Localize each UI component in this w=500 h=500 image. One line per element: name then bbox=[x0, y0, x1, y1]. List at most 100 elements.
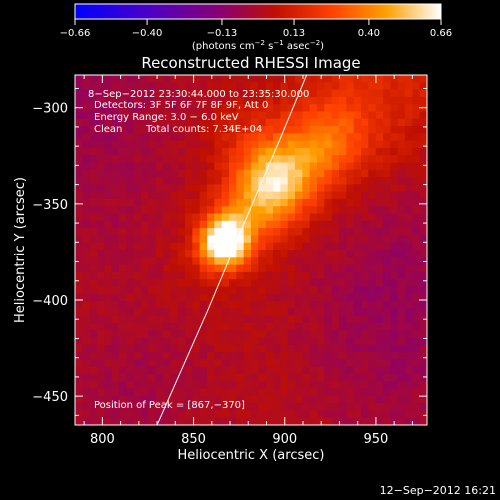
heatmap-cell bbox=[280, 191, 289, 200]
heatmap-cell bbox=[148, 373, 157, 382]
heatmap-cell bbox=[397, 242, 406, 251]
heatmap-cell bbox=[236, 279, 245, 288]
heatmap-cell bbox=[339, 169, 347, 178]
heatmap-cell bbox=[302, 162, 311, 171]
heatmap-cell bbox=[265, 155, 274, 164]
heatmap-cell bbox=[75, 206, 83, 215]
heatmap-cell bbox=[119, 417, 127, 425]
heatmap-cell bbox=[280, 228, 289, 237]
heatmap-cell bbox=[192, 366, 201, 375]
heatmap-cell bbox=[207, 213, 215, 222]
heatmap-cell bbox=[317, 155, 325, 164]
heatmap-cell bbox=[273, 89, 281, 98]
heatmap-cell bbox=[243, 111, 252, 120]
heatmap-cell bbox=[141, 228, 149, 237]
heatmap-cell bbox=[273, 126, 281, 134]
heatmap-cell bbox=[280, 322, 289, 331]
heatmap-cell bbox=[126, 395, 135, 404]
heatmap-cell bbox=[119, 279, 127, 288]
heatmap-cell bbox=[280, 206, 289, 215]
heatmap-cell bbox=[236, 111, 245, 120]
heatmap-cell bbox=[339, 264, 347, 273]
heatmap-cell bbox=[229, 162, 237, 171]
heatmap-cell bbox=[375, 308, 384, 317]
heatmap-cell bbox=[126, 308, 135, 317]
heatmap-cell bbox=[185, 359, 193, 368]
heatmap-cell bbox=[177, 75, 186, 83]
heatmap-cell bbox=[375, 301, 384, 309]
heatmap-cell bbox=[199, 177, 208, 185]
heatmap-cell bbox=[412, 257, 421, 266]
heatmap-cell bbox=[412, 198, 421, 207]
heatmap-cell bbox=[324, 373, 333, 382]
heatmap-cell bbox=[141, 191, 149, 200]
heatmap-cell bbox=[133, 155, 142, 164]
heatmap-cell bbox=[346, 169, 355, 178]
heatmap-cell bbox=[397, 89, 406, 98]
heatmap-cell bbox=[368, 373, 377, 382]
heatmap-cell bbox=[177, 271, 186, 280]
heatmap-cell bbox=[111, 279, 120, 288]
heatmap-cell bbox=[397, 96, 406, 105]
heatmap-cell bbox=[119, 271, 127, 280]
heatmap-cell bbox=[199, 330, 208, 339]
heatmap-cell bbox=[97, 315, 105, 324]
heatmap-cell bbox=[97, 337, 105, 346]
heatmap-cell bbox=[265, 126, 274, 134]
heatmap-cell bbox=[199, 235, 208, 244]
heatmap-cell bbox=[185, 315, 193, 324]
heatmap-cell bbox=[317, 410, 325, 419]
heatmap-cell bbox=[141, 373, 149, 382]
heatmap-cell bbox=[163, 220, 171, 229]
heatmap-cell bbox=[324, 242, 333, 251]
heatmap-cell bbox=[309, 359, 318, 368]
heatmap-cell bbox=[119, 96, 127, 105]
heatmap-cell bbox=[419, 140, 427, 149]
heatmap-cell bbox=[317, 140, 325, 149]
heatmap-cell bbox=[111, 322, 120, 331]
heatmap-cell bbox=[339, 177, 347, 185]
heatmap-cell bbox=[192, 213, 201, 222]
heatmap-cell bbox=[331, 388, 340, 397]
heatmap-cell bbox=[126, 344, 135, 353]
heatmap-cell bbox=[361, 140, 369, 149]
heatmap-cell bbox=[199, 286, 208, 295]
heatmap-cell bbox=[346, 191, 355, 200]
heatmap-cell bbox=[273, 395, 281, 404]
heatmap-cell bbox=[163, 359, 171, 368]
heatmap-cell bbox=[324, 96, 333, 105]
heatmap-cell bbox=[126, 373, 135, 382]
heatmap-cell bbox=[236, 191, 245, 200]
heatmap-cell bbox=[214, 366, 223, 375]
heatmap-cell bbox=[368, 82, 377, 91]
heatmap-cell bbox=[82, 388, 91, 397]
heatmap-cell bbox=[75, 191, 83, 200]
heatmap-cell bbox=[111, 271, 120, 280]
heatmap-cell bbox=[177, 352, 186, 360]
heatmap-cell bbox=[273, 133, 281, 142]
heatmap-cell bbox=[265, 395, 274, 404]
heatmap-cell bbox=[243, 220, 252, 229]
heatmap-cell bbox=[258, 410, 267, 419]
heatmap-cell bbox=[405, 111, 413, 120]
heatmap-cell bbox=[324, 366, 333, 375]
heatmap-cell bbox=[155, 206, 164, 215]
heatmap-cell bbox=[170, 330, 179, 339]
heatmap-cell bbox=[375, 191, 384, 200]
total-counts-label: Total counts: 7.34E+04 bbox=[145, 124, 262, 135]
heatmap-cell bbox=[419, 75, 427, 83]
heatmap-cell bbox=[229, 89, 237, 98]
y-tick-label: −300 bbox=[32, 102, 68, 117]
heatmap-cell bbox=[273, 169, 281, 178]
heatmap-cell bbox=[309, 410, 318, 419]
heatmap-cell bbox=[214, 250, 223, 258]
y-axis-ticks: −300−350−400−450 bbox=[32, 87, 427, 416]
heatmap-cell bbox=[199, 169, 208, 178]
heatmap-cell bbox=[155, 257, 164, 266]
heatmap-cell bbox=[412, 293, 421, 302]
heatmap-cell bbox=[126, 177, 135, 185]
heatmap-cell bbox=[148, 264, 157, 273]
heatmap-cell bbox=[141, 381, 149, 390]
heatmap-cell bbox=[383, 235, 391, 244]
heatmap-cell bbox=[148, 228, 157, 237]
